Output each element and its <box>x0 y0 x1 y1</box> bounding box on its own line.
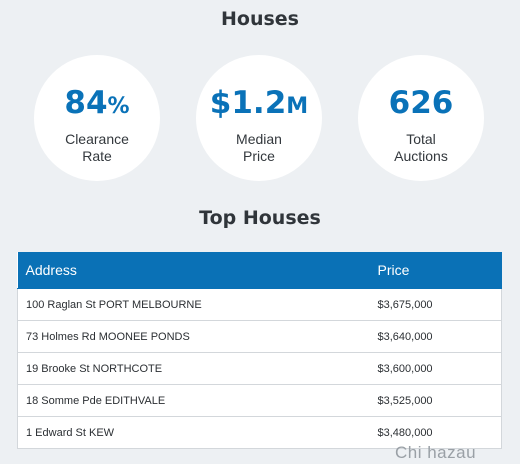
address-cell: 1 Edward St KEW <box>17 416 370 449</box>
median-price-value: $1.2M <box>196 85 322 125</box>
total-auctions-stat: 626 Total Auctions <box>358 55 484 181</box>
total-auctions-label: Total Auctions <box>358 131 484 165</box>
median-price-label-line1: Median <box>236 131 282 147</box>
total-auctions-label-line2: Auctions <box>394 148 448 164</box>
address-cell: 100 Raglan St PORT MELBOURNE <box>17 288 370 321</box>
price-column-header: Price <box>369 252 502 289</box>
top-houses-title: Top Houses <box>199 207 321 229</box>
table-row: 18 Somme Pde EDITHVALE $3,525,000 <box>17 384 502 417</box>
top-houses-table: Address Price 100 Raglan St PORT MELBOUR… <box>17 252 502 449</box>
total-auctions-label-line1: Total <box>406 131 436 147</box>
total-auctions-value: 626 <box>358 85 484 121</box>
clearance-rate-value: 84% <box>34 85 160 125</box>
clearance-rate-label-line2: Rate <box>82 148 112 164</box>
table-row: 100 Raglan St PORT MELBOURNE $3,675,000 <box>17 288 502 321</box>
table-header-row: Address Price <box>17 252 502 289</box>
watermark-text: Chi hazau <box>395 443 477 462</box>
median-price-label: Median Price <box>196 131 322 165</box>
table-row: 19 Brooke St NORTHCOTE $3,600,000 <box>17 352 502 385</box>
clearance-rate-number: 84 <box>64 85 108 121</box>
median-price-number: $1.2 <box>209 85 287 121</box>
houses-title: Houses <box>221 8 299 30</box>
clearance-rate-label: Clearance Rate <box>34 131 160 165</box>
clearance-rate-label-line1: Clearance <box>65 131 129 147</box>
address-column-header: Address <box>17 252 370 289</box>
total-auctions-number: 626 <box>388 85 454 121</box>
price-cell: $3,675,000 <box>369 288 502 321</box>
clearance-rate-stat: 84% Clearance Rate <box>34 55 160 181</box>
address-cell: 18 Somme Pde EDITHVALE <box>17 384 370 417</box>
median-price-stat: $1.2M Median Price <box>196 55 322 181</box>
price-cell: $3,480,000 <box>369 416 502 449</box>
price-cell: $3,640,000 <box>369 320 502 353</box>
table-row: 73 Holmes Rd MOONEE PONDS $3,640,000 <box>17 320 502 353</box>
price-cell: $3,600,000 <box>369 352 502 385</box>
median-price-unit: M <box>286 94 309 119</box>
price-cell: $3,525,000 <box>369 384 502 417</box>
address-cell: 19 Brooke St NORTHCOTE <box>17 352 370 385</box>
table-row: 1 Edward St KEW $3,480,000 <box>17 416 502 449</box>
address-cell: 73 Holmes Rd MOONEE PONDS <box>17 320 370 353</box>
clearance-rate-unit: % <box>107 94 130 119</box>
median-price-label-line2: Price <box>243 148 275 164</box>
